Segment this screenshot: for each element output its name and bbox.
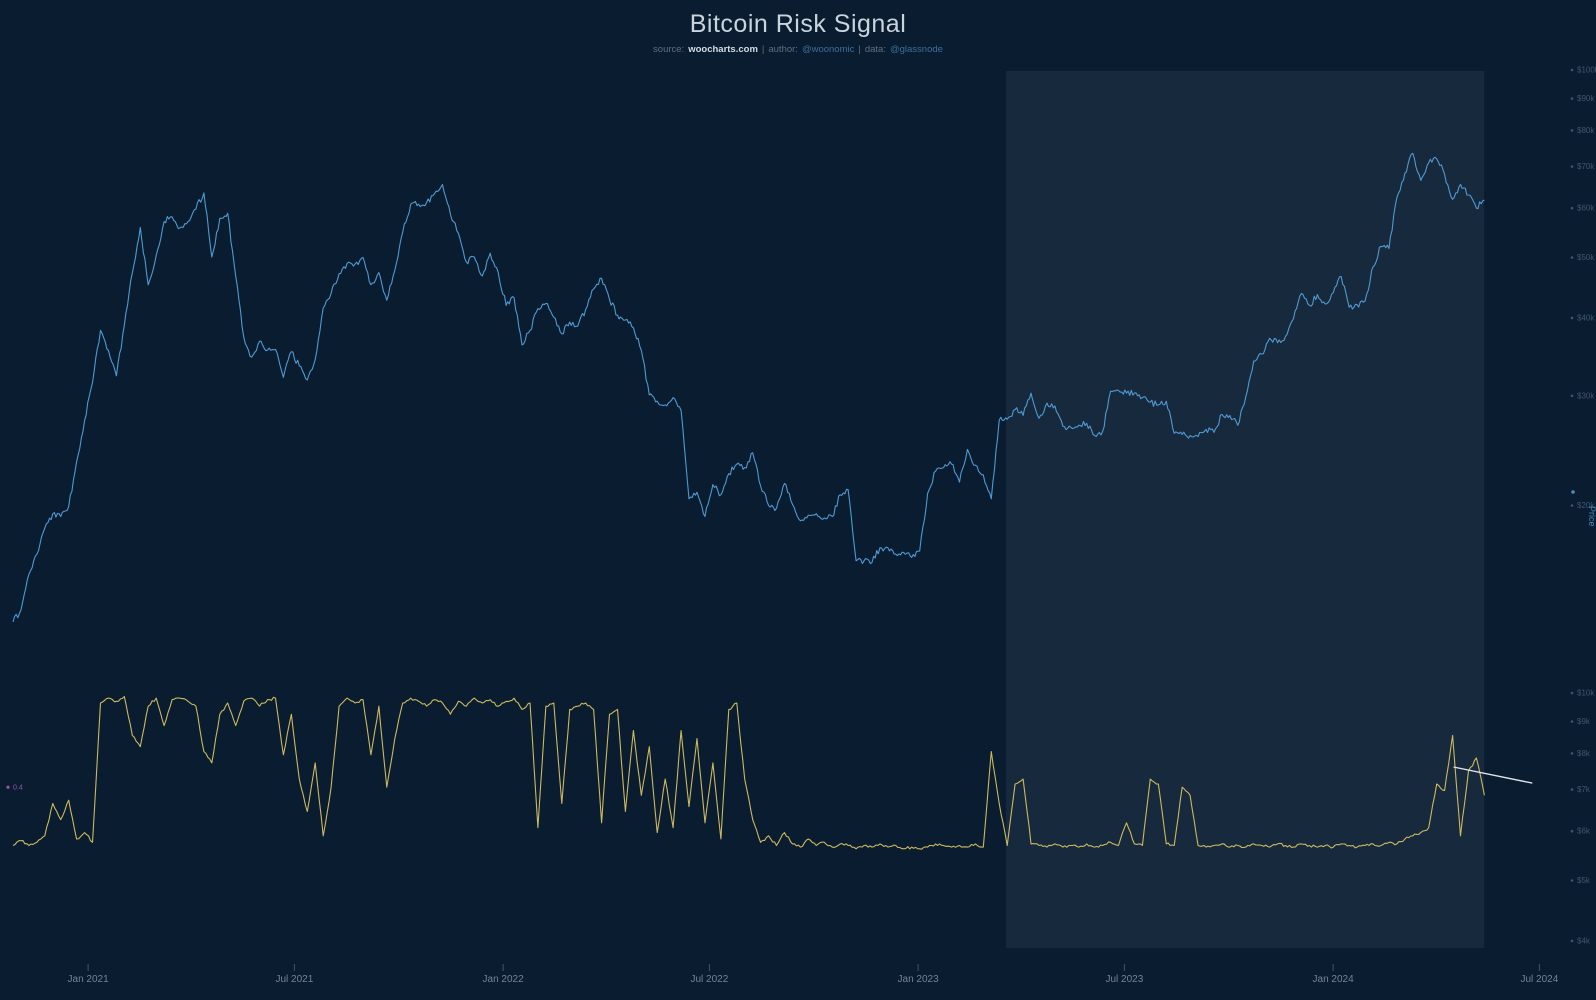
y-axis-price-label: $30k: [1577, 391, 1595, 400]
y-axis-tick-dot: [1570, 504, 1574, 507]
x-axis-label: Jul 2021: [275, 974, 313, 985]
y-axis-price-label: $80k: [1577, 126, 1595, 135]
y-axis-tick-dot: [1570, 691, 1574, 695]
price-series-line: [12, 152, 1485, 623]
x-axis-label: Jan 2022: [483, 974, 525, 985]
subtitle-divider: |: [761, 44, 765, 55]
y-axis-tick-dot: [1570, 97, 1574, 100]
y-axis-tick-dot: [1570, 316, 1574, 320]
x-axis-label: Jan 2021: [68, 974, 110, 985]
y-axis-price-label: $9k: [1577, 717, 1591, 726]
data-link[interactable]: @glassnode: [889, 44, 943, 55]
y-axis-price-label: $20k: [1577, 501, 1595, 510]
y-axis-price-label: $40k: [1577, 313, 1595, 322]
subtitle-divider: |: [858, 44, 861, 55]
y-axis-tick-dot: [1570, 206, 1574, 210]
data-label: data:: [864, 44, 886, 55]
y-axis-price-label: $50k: [1577, 253, 1595, 262]
price-axis-title: Price: [1587, 506, 1596, 527]
y-axis-tick-dot: [1570, 394, 1574, 398]
y-axis-price-label: $70k: [1577, 162, 1595, 171]
x-axis-label: Jul 2024: [1520, 974, 1558, 985]
risk-last-value-label: 0.4: [13, 785, 23, 792]
y-axis-tick-dot: [1570, 788, 1574, 791]
y-axis-price-label: $60k: [1577, 204, 1595, 213]
risk-series-line: [12, 695, 1485, 850]
source-label: source:: [653, 44, 685, 55]
y-axis-tick-dot: [1570, 129, 1574, 132]
risk-last-value-dot: [6, 785, 10, 789]
x-axis-label: Jul 2022: [690, 974, 728, 985]
source-value: woocharts.com: [688, 44, 758, 55]
y-axis-price-label: $10k: [1577, 689, 1595, 698]
y-axis-price-label: $100k: [1577, 66, 1596, 75]
author-label: author:: [768, 44, 798, 55]
y-axis-tick-dot: [1570, 720, 1574, 723]
x-axis-label: Jan 2023: [898, 974, 940, 985]
y-axis-price-label: $4k: [1577, 936, 1591, 945]
y-axis-price-label: $7k: [1577, 785, 1591, 794]
price-axis-dot: [1571, 490, 1575, 494]
y-axis-price-label: $6k: [1577, 827, 1591, 836]
y-axis-price-label: $5k: [1577, 876, 1591, 885]
highlight-region: [1006, 71, 1485, 948]
chart-subtitle: source: woocharts.com | author: @woonomic | da…: [0, 44, 1596, 55]
y-axis-tick-dot: [1570, 256, 1574, 259]
x-axis-label: Jul 2023: [1105, 974, 1143, 985]
y-axis-tick-dot: [1570, 752, 1574, 755]
y-axis-tick-dot: [1570, 165, 1574, 168]
y-axis-tick-dot: [1570, 829, 1574, 833]
y-axis-price-label: $90k: [1577, 94, 1595, 103]
y-axis-tick-dot: [1570, 939, 1574, 943]
y-axis-tick-dot: [1570, 68, 1574, 72]
trend-line-annotation: [1453, 766, 1533, 784]
author-link[interactable]: @woonomic: [801, 44, 855, 55]
x-axis-label: Jan 2024: [1313, 974, 1355, 985]
y-axis-price-label: $8k: [1577, 749, 1591, 758]
y-axis-tick-dot: [1570, 879, 1574, 882]
